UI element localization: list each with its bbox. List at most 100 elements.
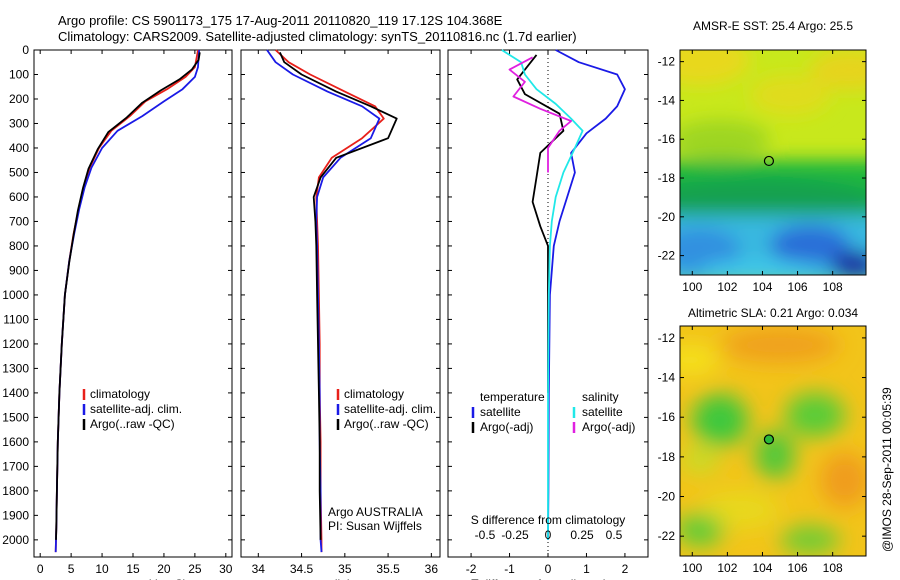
differences-x-tick-label: -1 bbox=[504, 562, 515, 576]
sla-map-y-tick-label: -12 bbox=[658, 331, 676, 345]
sla-map-title: Altimetric SLA: 0.21 Argo: 0.034 bbox=[688, 306, 858, 320]
diff-legend-salinity-entry: Argo(-adj) bbox=[582, 420, 635, 434]
diff-s-tick-label: -0.25 bbox=[501, 528, 529, 542]
differences-series-satellite_salinity-salinity bbox=[501, 49, 584, 540]
y-tick-label: 200 bbox=[9, 92, 29, 106]
sla-map-y-tick-label: -14 bbox=[658, 371, 676, 385]
differences-x-tick-label: 2 bbox=[622, 562, 629, 576]
differences-x-axis-label: T difference from climatology bbox=[471, 577, 625, 580]
y-tick-label: 800 bbox=[9, 239, 29, 253]
y-tick-label: 0 bbox=[22, 43, 29, 57]
y-tick-label: 500 bbox=[9, 165, 29, 179]
diff-s-tick-label: -0.5 bbox=[475, 528, 496, 542]
sla-map-y-tick-label: -22 bbox=[658, 529, 676, 543]
salinity-series-satellite bbox=[266, 49, 381, 553]
diff-s-axis-label: S difference from climatology bbox=[471, 513, 626, 527]
differences-series-satellite-temperature bbox=[547, 49, 626, 540]
salinity-frame bbox=[240, 49, 441, 558]
y-tick-label: 1100 bbox=[3, 312, 29, 326]
argo-float-marker bbox=[763, 155, 775, 167]
sla-map-y-tick-label: -16 bbox=[658, 410, 676, 424]
salinity-series-argo bbox=[279, 52, 398, 540]
differences-series-argo_salinity-salinity bbox=[508, 56, 572, 173]
sst-map-y-tick-label: -20 bbox=[658, 210, 676, 224]
differences-x-tick-label: -2 bbox=[466, 562, 477, 576]
sst-map-frame bbox=[679, 49, 867, 276]
y-tick-label: 2000 bbox=[2, 533, 29, 547]
sst-map-y-tick-label: -22 bbox=[658, 249, 676, 263]
temperature-legend-entry: Argo(..raw -QC) bbox=[90, 417, 175, 431]
salinity-x-tick-label: 34 bbox=[252, 562, 266, 576]
diff-legend-temperature-title: temperature bbox=[480, 390, 545, 404]
sla-map-x-tick-label: 108 bbox=[823, 561, 843, 575]
sst-map-title: AMSR-E SST: 25.4 Argo: 25.5 bbox=[693, 19, 853, 33]
sst-map-x-tick-label: 100 bbox=[682, 280, 702, 294]
temperature-x-axis-label: temperature (deg C) bbox=[79, 577, 187, 580]
y-tick-label: 300 bbox=[9, 116, 29, 130]
y-tick-label: 1800 bbox=[2, 484, 29, 498]
temperature-series-argo bbox=[55, 52, 201, 540]
temperature-legend-entry: climatology bbox=[90, 387, 150, 401]
diff-legend-temperature-entry: satellite bbox=[480, 405, 521, 419]
sst-map-y-tick-label: -18 bbox=[658, 171, 676, 185]
diff-legend-salinity-entry: satellite bbox=[582, 405, 623, 419]
imos-timestamp-watermark: @IMOS 28-Sep-2011 00:05:39 bbox=[880, 387, 894, 552]
salinity-x-axis-label: salinity bbox=[322, 577, 359, 580]
sla-map-x-tick-label: 106 bbox=[788, 561, 808, 575]
temperature-x-tick-label: 0 bbox=[37, 562, 44, 576]
y-tick-label: 1500 bbox=[2, 410, 29, 424]
figure-title-line1: Argo profile: CS 5901173_175 17-Aug-2011… bbox=[58, 13, 503, 28]
temperature-x-tick-label: 30 bbox=[219, 562, 233, 576]
sst-map-x-tick-label: 104 bbox=[752, 280, 772, 294]
temperature-legend-entry: satellite-adj. clim. bbox=[90, 402, 182, 416]
sla-map-x-tick-label: 104 bbox=[752, 561, 772, 575]
sla-map-y-tick-label: -20 bbox=[658, 490, 676, 504]
salinity-annotation: Argo AUSTRALIA bbox=[328, 505, 423, 519]
sla-map-y-tick-label: -18 bbox=[658, 450, 676, 464]
sst-map-x-tick-label: 106 bbox=[788, 280, 808, 294]
y-tick-label: 700 bbox=[9, 214, 29, 228]
differences-series-argo-temperature bbox=[516, 54, 565, 393]
y-tick-label: 1300 bbox=[2, 361, 29, 375]
diff-s-tick-label: 0.5 bbox=[606, 528, 623, 542]
y-tick-label: 900 bbox=[9, 263, 29, 277]
temperature-series-satellite bbox=[54, 49, 201, 553]
salinity-series-climatology bbox=[274, 49, 385, 553]
y-tick-label: 1400 bbox=[2, 386, 29, 400]
salinity-annotation: PI: Susan Wijffels bbox=[328, 519, 422, 533]
salinity-legend-entry: satellite-adj. clim. bbox=[344, 402, 436, 416]
sst-map-y-tick-label: -16 bbox=[658, 132, 676, 146]
temperature-x-tick-label: 25 bbox=[188, 562, 202, 576]
sst-map-x-tick-label: 108 bbox=[823, 280, 843, 294]
temperature-x-tick-label: 10 bbox=[95, 562, 109, 576]
y-tick-label: 400 bbox=[9, 141, 29, 155]
temperature-x-tick-label: 5 bbox=[68, 562, 75, 576]
sst-map-field bbox=[680, 50, 866, 275]
sla-map-x-tick-label: 100 bbox=[682, 561, 702, 575]
salinity-legend-entry: Argo(..raw -QC) bbox=[344, 417, 429, 431]
y-tick-label: 600 bbox=[9, 190, 29, 204]
sst-map-x-tick-label: 102 bbox=[717, 280, 737, 294]
temperature-x-tick-label: 15 bbox=[126, 562, 140, 576]
y-tick-label: 1900 bbox=[2, 508, 29, 522]
diff-legend-salinity-title: salinity bbox=[582, 390, 619, 404]
salinity-legend-entry: climatology bbox=[344, 387, 404, 401]
sla-map-frame bbox=[679, 325, 867, 557]
y-tick-label: 1200 bbox=[2, 337, 29, 351]
sst-map-y-tick-label: -14 bbox=[658, 93, 676, 107]
y-tick-label: 1600 bbox=[2, 435, 29, 449]
diff-s-tick-label: 0 bbox=[545, 528, 552, 542]
salinity-x-tick-label: 35 bbox=[338, 562, 352, 576]
salinity-x-tick-label: 35.5 bbox=[376, 562, 400, 576]
figure-title-line2: Climatology: CARS2009. Satellite-adjuste… bbox=[58, 29, 577, 44]
diff-legend-temperature-entry: Argo(-adj) bbox=[480, 420, 533, 434]
argo-float-marker bbox=[763, 434, 775, 445]
sst-map-y-tick-label: -12 bbox=[658, 55, 676, 69]
y-tick-label: 1000 bbox=[2, 288, 29, 302]
y-tick-label: 100 bbox=[9, 67, 29, 81]
sla-map-x-tick-label: 102 bbox=[717, 561, 737, 575]
salinity-x-tick-label: 34.5 bbox=[290, 562, 314, 576]
differences-x-tick-label: 1 bbox=[583, 562, 590, 576]
